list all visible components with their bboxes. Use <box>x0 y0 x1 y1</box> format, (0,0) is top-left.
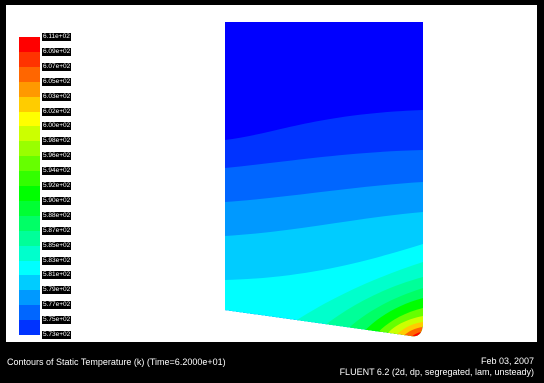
legend-swatch <box>19 141 40 157</box>
contour-band <box>399 327 423 337</box>
legend-swatch <box>19 275 40 291</box>
legend-swatch <box>19 200 40 217</box>
legend-label: 6.09e+02 <box>42 47 72 56</box>
legend-swatch <box>19 186 40 202</box>
legend-label: 6.02e+02 <box>42 107 72 116</box>
legend-swatch <box>19 215 40 232</box>
legend-label: 5.92e+02 <box>42 182 72 190</box>
legend-swatch <box>19 320 40 336</box>
legend-swatch <box>19 305 40 321</box>
legend-swatch <box>19 66 40 83</box>
caption-date: Feb 03, 2007 <box>480 356 534 366</box>
legend-swatch <box>19 81 40 98</box>
legend-swatch <box>19 245 40 261</box>
legend-label: 5.77e+02 <box>42 301 72 310</box>
plot-caption: Contours of Static Temperature (k) (Time… <box>0 343 544 383</box>
legend-label: 6.00e+02 <box>42 122 72 131</box>
legend-label: 5.87e+02 <box>42 226 72 235</box>
caption-title: Contours of Static Temperature (k) (Time… <box>7 357 226 367</box>
legend-label: 6.11e+02 <box>42 33 71 41</box>
legend-swatch <box>19 111 40 127</box>
legend-label: 5.83e+02 <box>42 256 72 265</box>
legend-swatch <box>19 156 40 172</box>
legend-label: 5.98e+02 <box>42 137 72 146</box>
legend-label: 6.03e+02 <box>42 92 72 101</box>
color-legend: 6.11e+02 6.09e+02 6.07e+02 6.05e+02 6.03e+02… <box>19 33 72 339</box>
legend-label: 5.73e+02 <box>42 331 72 339</box>
legend-label: 5.94e+02 <box>42 167 72 176</box>
legend-swatch <box>19 126 40 142</box>
legend-label: 5.88e+02 <box>42 211 72 220</box>
legend-label: 5.79e+02 <box>42 286 72 295</box>
legend-swatch <box>19 260 40 276</box>
legend-swatch <box>19 51 40 68</box>
plot-viewport[interactable]: 6.11e+02 6.09e+02 6.07e+02 6.05e+02 6.03e+02… <box>6 5 537 342</box>
caption-version: FLUENT 6.2 (2d, dp, segregated, lam, uns… <box>339 367 534 377</box>
legend-label: 6.05e+02 <box>42 77 72 86</box>
legend-swatch <box>19 230 40 247</box>
contour-plot <box>225 22 423 337</box>
legend-swatch <box>19 37 40 53</box>
legend-label: 6.07e+02 <box>42 62 72 71</box>
legend-swatch <box>19 96 40 112</box>
legend-label: 5.85e+02 <box>42 241 72 250</box>
legend-label: 5.81e+02 <box>42 271 72 280</box>
legend-label: 5.75e+02 <box>42 316 72 325</box>
legend-label: 5.96e+02 <box>42 152 72 161</box>
legend-swatch <box>19 171 40 187</box>
legend-label: 5.90e+02 <box>42 196 72 205</box>
contour-band <box>391 322 423 337</box>
legend-swatch <box>19 290 40 306</box>
